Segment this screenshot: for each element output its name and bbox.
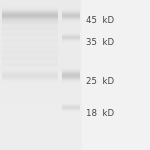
Text: 18  kD: 18 kD xyxy=(86,109,114,118)
Text: 45  kD: 45 kD xyxy=(86,16,114,25)
Text: 25  kD: 25 kD xyxy=(86,77,114,86)
Text: 35  kD: 35 kD xyxy=(86,38,114,47)
